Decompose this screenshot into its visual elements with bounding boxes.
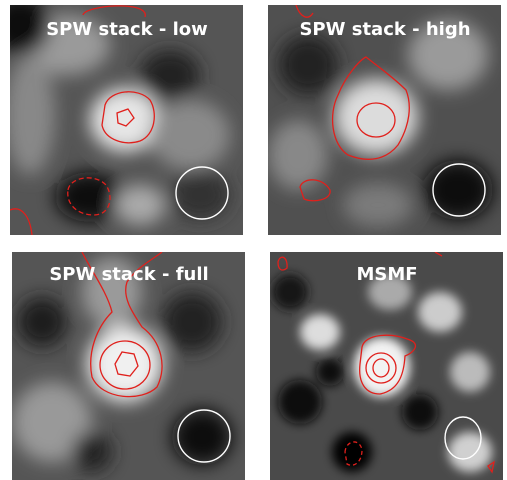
image [10,5,243,235]
panel-title: SPW stack - full [49,264,208,285]
panel: SPW stack - full [12,252,245,480]
panel: MSMF [270,252,503,480]
image [268,5,501,235]
panel-title: SPW stack - low [46,19,208,40]
image [12,252,245,480]
panel-title: SPW stack - high [299,19,470,40]
panel: SPW stack - low [10,5,243,235]
panel-title: MSMF [356,264,417,285]
panel: SPW stack - high [268,5,501,235]
image [270,252,503,480]
